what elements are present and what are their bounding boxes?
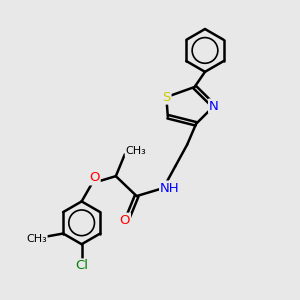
Text: S: S [162,91,170,103]
Text: O: O [89,171,100,184]
Text: Cl: Cl [75,260,88,272]
Text: CH₃: CH₃ [126,146,146,157]
Text: CH₃: CH₃ [26,235,47,244]
Text: NH: NH [160,182,180,194]
Text: N: N [209,100,219,112]
Text: O: O [119,214,130,226]
